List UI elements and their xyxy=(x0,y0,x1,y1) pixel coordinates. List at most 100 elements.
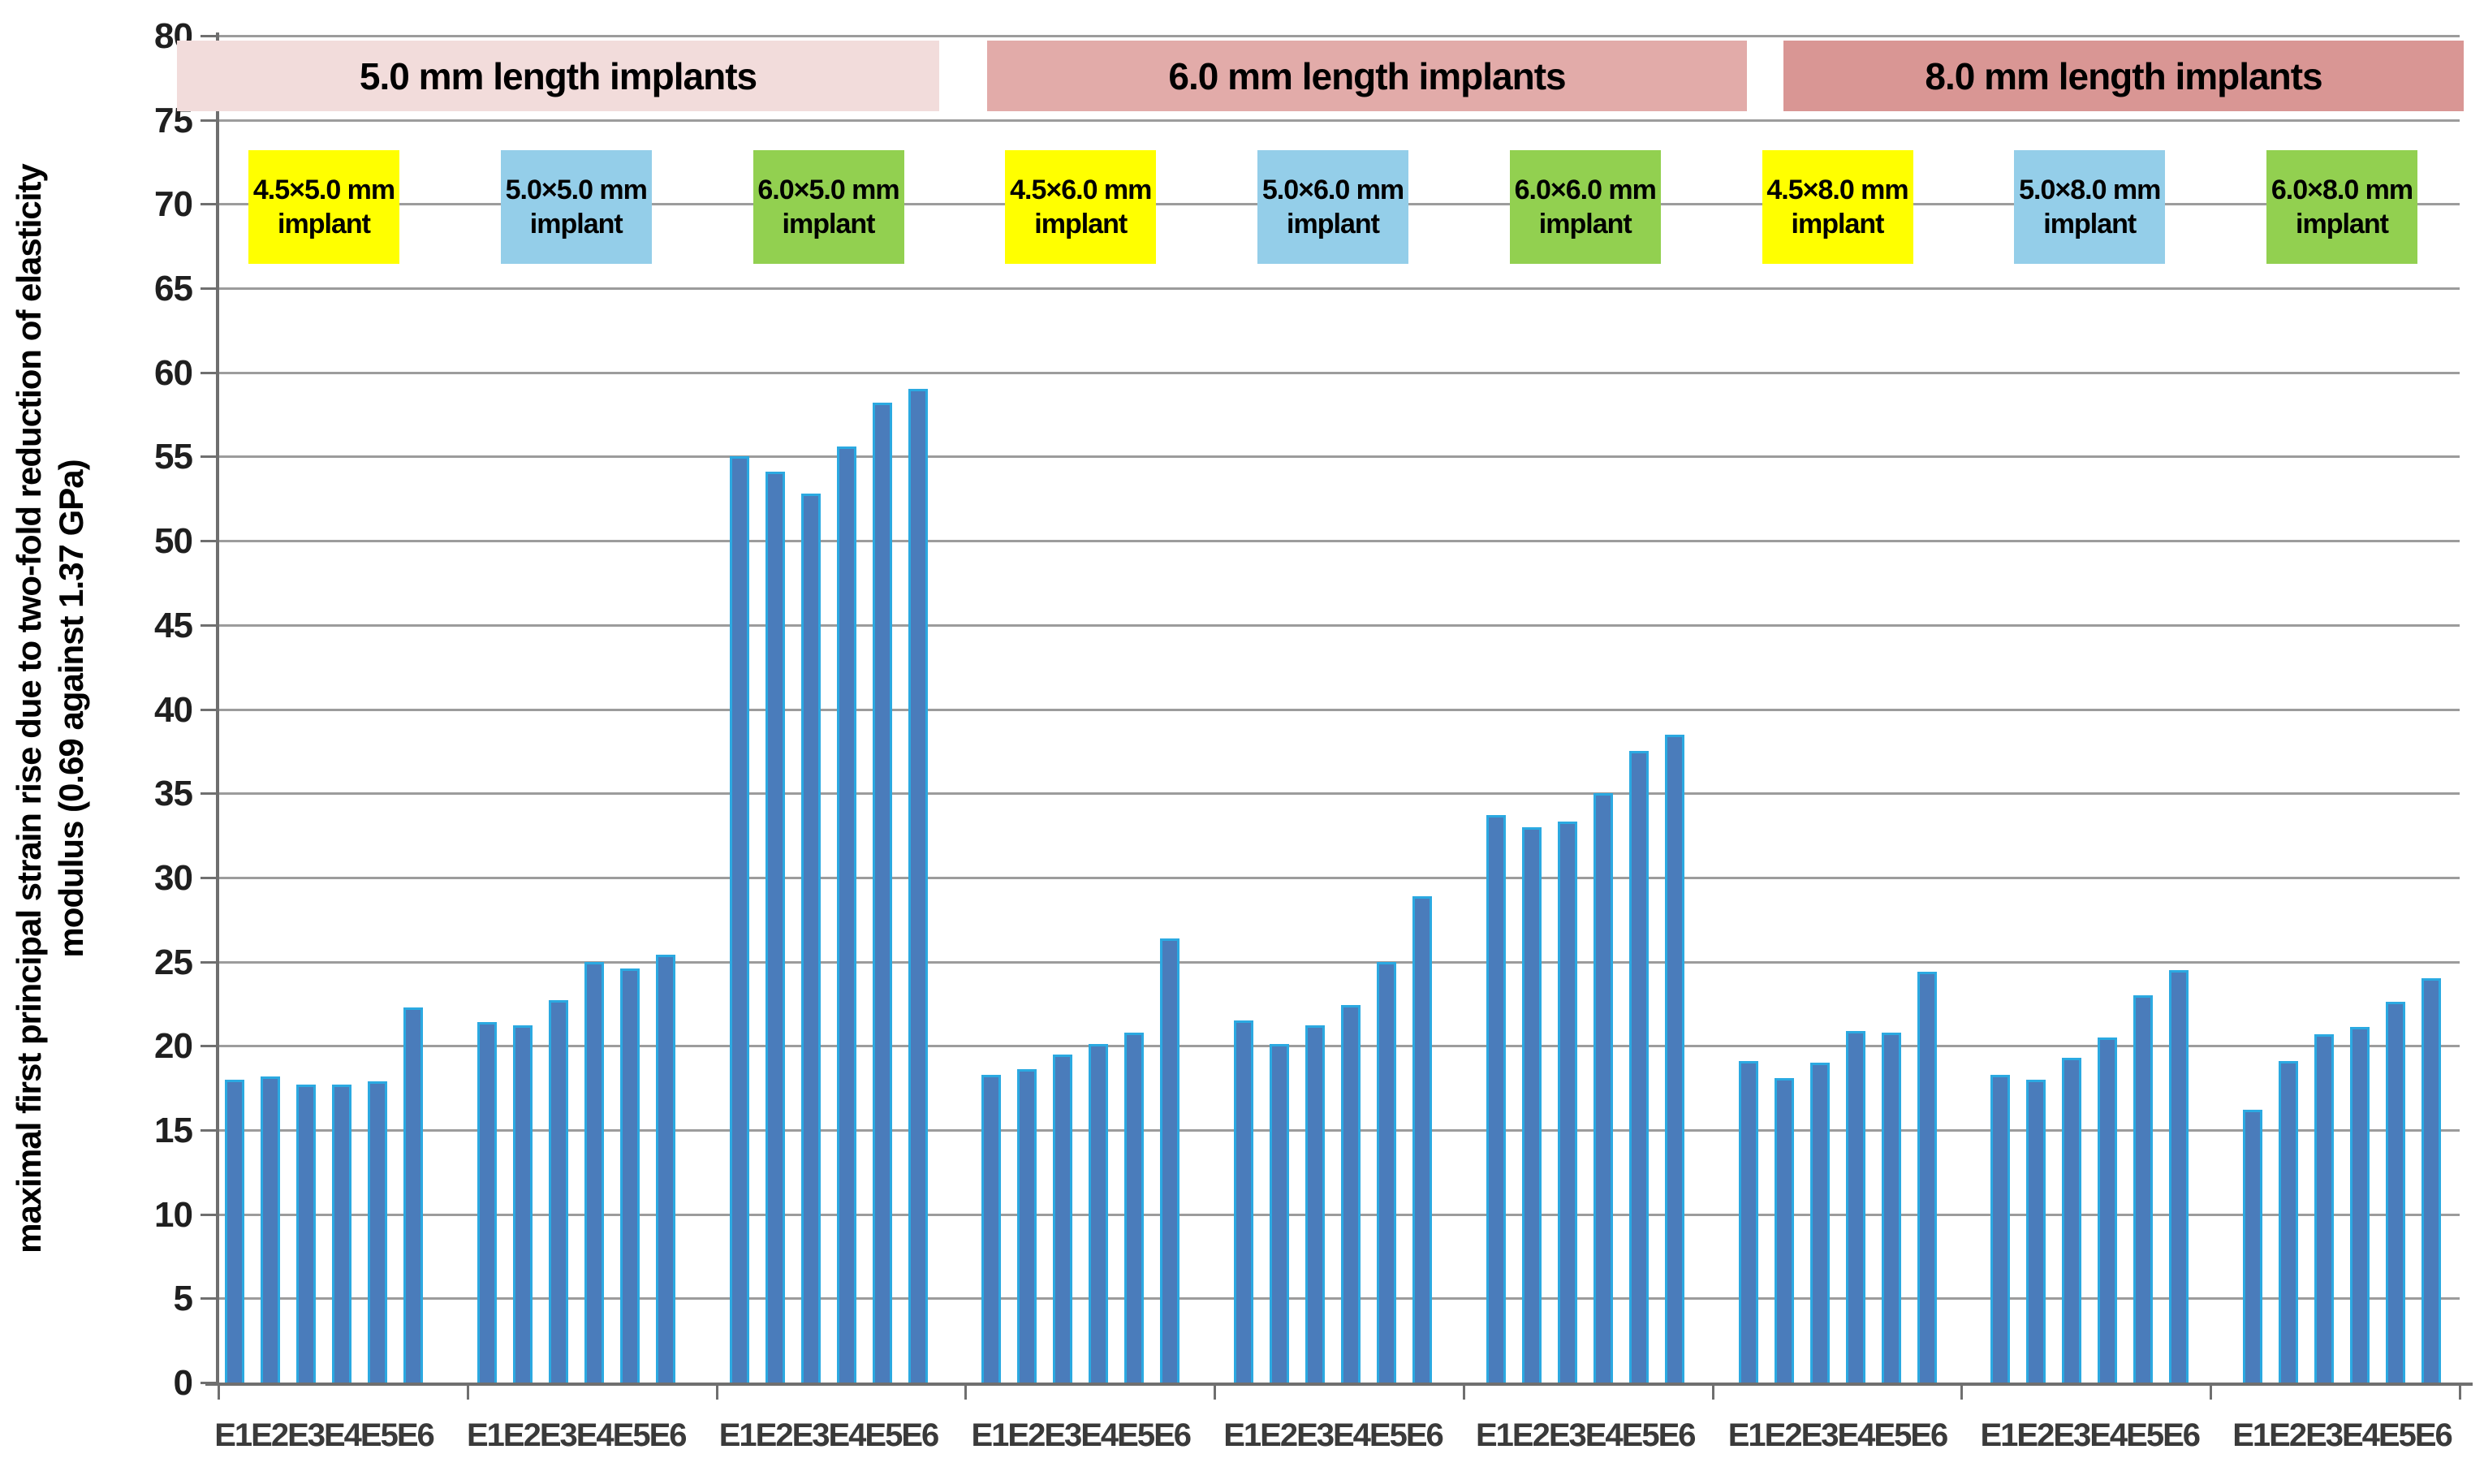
gridline xyxy=(218,287,2460,291)
bar-4-5-6-0-mm-implant-E6 xyxy=(1160,938,1180,1383)
implant-label-line2: implant xyxy=(1034,209,1128,239)
bar-6-0-6-0-mm-implant-E2 xyxy=(1521,826,1542,1383)
y-axis-tick-label: 40 xyxy=(154,689,193,730)
x-axis-group-label: E1E2E3E4E5E6 xyxy=(2232,1417,2453,1453)
implant-label-line1: 4.5×8.0 mm xyxy=(1766,175,1908,205)
bar-6-0-5-0-mm-implant-E1 xyxy=(729,456,749,1383)
bar-4-5-5-0-mm-implant-E3 xyxy=(296,1084,316,1383)
x-axis-group-label: E1E2E3E4E5E6 xyxy=(718,1417,940,1453)
bar-5-0-8-0-mm-implant-E3 xyxy=(2062,1057,2082,1383)
bar-6-0-6-0-mm-implant-E6 xyxy=(1664,734,1684,1383)
bar-6-0-6-0-mm-implant-E1 xyxy=(1486,815,1506,1383)
y-axis-title-line1: maximal first principal strain rise due … xyxy=(10,164,48,1253)
x-axis-tick xyxy=(218,1386,220,1400)
bar-4-5-8-0-mm-implant-E4 xyxy=(1845,1030,1865,1383)
bar-5-0-5-0-mm-implant-E5 xyxy=(619,968,640,1383)
implant-label-box: 5.0×6.0 mm implant xyxy=(1257,150,1408,264)
y-axis-tick-label: 50 xyxy=(154,521,193,562)
implant-label-line1: 5.0×5.0 mm xyxy=(505,175,648,205)
y-axis-tick xyxy=(201,35,218,37)
implant-label-line2: implant xyxy=(782,209,876,239)
bar-4-5-8-0-mm-implant-E6 xyxy=(1917,972,1937,1383)
y-axis-tick-label: 25 xyxy=(154,942,193,982)
section-band: 5.0 mm length implants xyxy=(177,41,939,111)
bar-4-5-6-0-mm-implant-E5 xyxy=(1124,1032,1145,1383)
y-axis-tick xyxy=(201,1045,218,1048)
x-axis-tick xyxy=(2210,1386,2213,1400)
bar-6-0-5-0-mm-implant-E2 xyxy=(765,472,785,1383)
y-axis-tick-label: 60 xyxy=(154,352,193,393)
y-axis-tick xyxy=(201,708,218,711)
bar-4-5-6-0-mm-implant-E3 xyxy=(1053,1054,1073,1383)
x-axis-group-label: E1E2E3E4E5E6 xyxy=(971,1417,1192,1453)
x-axis-tick xyxy=(964,1386,968,1400)
bar-5-0-6-0-mm-implant-E1 xyxy=(1234,1020,1253,1383)
bar-5-0-8-0-mm-implant-E6 xyxy=(2169,969,2189,1383)
x-axis-tick xyxy=(2459,1386,2461,1400)
bar-5-0-8-0-mm-implant-E2 xyxy=(2026,1079,2046,1383)
bar-4-5-6-0-mm-implant-E2 xyxy=(1017,1069,1037,1383)
y-axis-tick-label: 10 xyxy=(154,1194,193,1235)
y-axis-tick xyxy=(201,1213,218,1216)
bar-5-0-6-0-mm-implant-E6 xyxy=(1412,895,1432,1383)
implant-label-box: 6.0×6.0 mm implant xyxy=(1509,150,1661,264)
implant-label-line1: 6.0×5.0 mm xyxy=(757,175,899,205)
implant-label-line1: 4.5×6.0 mm xyxy=(1010,175,1152,205)
bar-4-5-5-0-mm-implant-E6 xyxy=(403,1007,423,1383)
y-axis-tick-label: 5 xyxy=(173,1279,193,1319)
y-axis-tick xyxy=(201,287,218,291)
bar-6-0-8-0-mm-implant-E3 xyxy=(2314,1033,2334,1383)
bar-6-0-5-0-mm-implant-E4 xyxy=(836,446,856,1383)
bar-5-0-5-0-mm-implant-E1 xyxy=(477,1022,497,1383)
implant-label-box: 4.5×8.0 mm implant xyxy=(1762,150,1913,264)
bar-6-0-8-0-mm-implant-E2 xyxy=(2279,1060,2298,1383)
bar-6-0-8-0-mm-implant-E5 xyxy=(2386,1002,2405,1383)
y-axis-tick xyxy=(201,623,218,627)
x-axis-tick xyxy=(466,1386,469,1400)
y-axis-tick xyxy=(201,876,218,879)
implant-label-box: 4.5×5.0 mm implant xyxy=(248,150,399,264)
bar-6-0-8-0-mm-implant-E1 xyxy=(2243,1110,2262,1383)
gridline xyxy=(218,455,2460,459)
bar-5-0-5-0-mm-implant-E2 xyxy=(512,1025,533,1383)
y-axis-tick-label: 30 xyxy=(154,857,193,898)
implant-label-line1: 6.0×6.0 mm xyxy=(1514,175,1657,205)
y-axis-tick-label: 45 xyxy=(154,605,193,645)
gridline xyxy=(218,1297,2460,1301)
section-band: 6.0 mm length implants xyxy=(987,41,1747,111)
implant-label-line2: implant xyxy=(278,209,371,239)
bar-4-5-5-0-mm-implant-E2 xyxy=(261,1076,280,1383)
implant-label-line2: implant xyxy=(1791,209,1885,239)
x-axis-group-label: E1E2E3E4E5E6 xyxy=(1980,1417,2201,1453)
gridline xyxy=(218,1045,2460,1048)
section-band: 8.0 mm length implants xyxy=(1783,41,2464,111)
x-axis-tick xyxy=(1214,1386,1217,1400)
bar-4-5-8-0-mm-implant-E5 xyxy=(1881,1032,1901,1383)
gridline xyxy=(218,960,2460,964)
gridline xyxy=(218,35,2460,37)
bar-5-0-5-0-mm-implant-E6 xyxy=(655,955,675,1383)
bar-6-0-8-0-mm-implant-E4 xyxy=(2350,1027,2370,1383)
y-axis-tick xyxy=(201,792,218,796)
gridline xyxy=(218,623,2460,627)
gridline xyxy=(218,792,2460,796)
bar-5-0-6-0-mm-implant-E3 xyxy=(1305,1025,1325,1383)
bar-5-0-8-0-mm-implant-E4 xyxy=(2098,1037,2118,1383)
x-axis-tick xyxy=(715,1386,718,1400)
gridline xyxy=(218,119,2460,122)
implant-label-line2: implant xyxy=(1287,209,1380,239)
y-axis-line xyxy=(216,32,219,1386)
implant-label-line1: 5.0×6.0 mm xyxy=(1261,175,1404,205)
bar-6-0-6-0-mm-implant-E5 xyxy=(1628,751,1649,1383)
bar-6-0-5-0-mm-implant-E3 xyxy=(800,494,821,1383)
gridline xyxy=(218,1213,2460,1216)
bar-4-5-5-0-mm-implant-E5 xyxy=(368,1081,387,1383)
bar-5-0-6-0-mm-implant-E5 xyxy=(1377,961,1396,1383)
implant-label-line1: 6.0×8.0 mm xyxy=(2271,175,2413,205)
implant-label-line2: implant xyxy=(529,209,623,239)
y-axis-tick-label: 35 xyxy=(154,774,193,814)
bar-6-0-6-0-mm-implant-E3 xyxy=(1557,822,1577,1383)
y-axis-tick xyxy=(201,960,218,964)
implant-label-line1: 4.5×5.0 mm xyxy=(252,175,395,205)
